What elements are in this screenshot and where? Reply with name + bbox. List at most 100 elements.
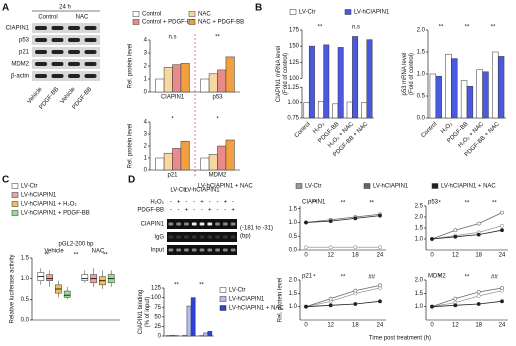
blot-group: LV-hCIAPIN1 + NAC (198, 184, 253, 190)
annotation: ** (174, 283, 179, 289)
y-tick-label: 1 (144, 77, 148, 83)
x-tick-label: NAC (92, 249, 105, 255)
y-tick-label: 1.00 (287, 100, 299, 106)
x-tick-label: 0 (430, 323, 434, 329)
legend-swatch (188, 19, 196, 25)
x-tick-label: 12 (452, 323, 459, 329)
legend-label: LV-hCIAPIN1 (21, 193, 57, 199)
marker (430, 237, 434, 241)
blot-row-label: β-actin (11, 74, 29, 80)
blot-band (68, 74, 80, 78)
box (63, 290, 71, 298)
marker (476, 221, 481, 226)
treatment-sign: - (217, 208, 219, 214)
y-axis-label: Rel. protein level (278, 278, 284, 323)
annotation: ** (341, 275, 346, 281)
annotation: ** (369, 201, 374, 207)
x-tick-label: Vehicle (44, 249, 64, 255)
y-tick-label: 1.5 (415, 291, 424, 297)
blot-band (35, 50, 47, 54)
y-tick-label: 0.5 (21, 297, 30, 303)
bar (200, 157, 210, 171)
blot-row-label: p53 (19, 38, 30, 44)
bar (451, 58, 458, 119)
y-tick-label: 1.0 (289, 220, 298, 226)
bar (207, 331, 213, 337)
y-axis-label: (Fold of control) (283, 53, 289, 95)
legend-swatch (219, 305, 227, 311)
blot-band (51, 62, 64, 66)
x-tick-label: 0 (430, 253, 434, 259)
blot-band (222, 248, 228, 252)
marker (378, 213, 382, 218)
bar (208, 73, 218, 93)
bar (155, 78, 165, 93)
annotation: ## (368, 275, 375, 281)
blot-band (199, 222, 205, 226)
x-tick-label: 24 (377, 323, 384, 329)
bar (155, 157, 165, 171)
bar (190, 297, 196, 337)
marker (453, 303, 458, 308)
y-tick-label: 50 (154, 314, 161, 320)
marker (453, 296, 458, 301)
blot-band (168, 248, 174, 252)
blot-row-label: IgG (154, 235, 164, 241)
panel-label: C (2, 175, 9, 186)
bar (303, 102, 310, 119)
marker (353, 245, 358, 250)
bar (225, 56, 235, 93)
y-tick-label: 1.0 (415, 304, 424, 310)
bar (460, 80, 468, 119)
legend-swatch (188, 11, 196, 17)
chart-title: pGL2-200 bp (58, 242, 94, 248)
annotation: * (313, 275, 316, 281)
legend-label: LV-hCIAPIN1 + PDGF-BB (21, 211, 90, 217)
bar (366, 39, 373, 119)
legend-label: LV-hCIAPIN1 (373, 184, 409, 190)
line (305, 215, 381, 223)
blot-group: LV-Ctr (170, 188, 187, 194)
marker (476, 294, 481, 298)
blot-strip (32, 35, 100, 45)
annotation: ** (439, 25, 444, 31)
legend-swatch (431, 183, 439, 189)
y-tick-label: 1.5 (417, 50, 426, 56)
annotation: ** (318, 25, 323, 31)
y-tick-label: 1.0 (289, 304, 298, 310)
y-tick-label: 100 (151, 295, 162, 301)
blot-band (184, 222, 189, 226)
bar (482, 71, 489, 119)
annotation: ** (312, 201, 317, 207)
blot-band (191, 248, 197, 252)
blot-band (68, 62, 80, 66)
y-axis-label: Rel. protein level (128, 124, 134, 169)
legend-label: LV-hCIAPIN1 + H₂O₂ (21, 202, 77, 208)
x-tick-label: CIAPIN1 (161, 95, 185, 101)
treatment-label: PDGF-BB (137, 208, 164, 214)
x-axis-label: Time post treatment (h) (369, 336, 431, 342)
y-axis-label: CIAPIN1 mRNA level (276, 46, 282, 102)
line (431, 300, 503, 308)
bar (308, 45, 315, 119)
blot-band (51, 38, 64, 42)
bar (180, 63, 190, 93)
annotation: n.s (168, 35, 176, 41)
bar (180, 140, 190, 171)
x-tick-label: 24 (499, 323, 506, 329)
blot-band (176, 235, 182, 239)
bar (186, 305, 192, 337)
annotation: ** (492, 201, 497, 207)
marker (328, 219, 333, 224)
bar (225, 139, 235, 171)
treatment-sign: - (209, 200, 211, 206)
line (431, 212, 503, 240)
marker (500, 286, 504, 290)
x-tick-label: 18 (475, 253, 482, 259)
annotation: ** (44, 253, 49, 259)
blot-row-label: CIAPIN1 (6, 26, 30, 32)
line (431, 287, 503, 308)
blot-band (230, 235, 236, 239)
bar (217, 69, 227, 93)
